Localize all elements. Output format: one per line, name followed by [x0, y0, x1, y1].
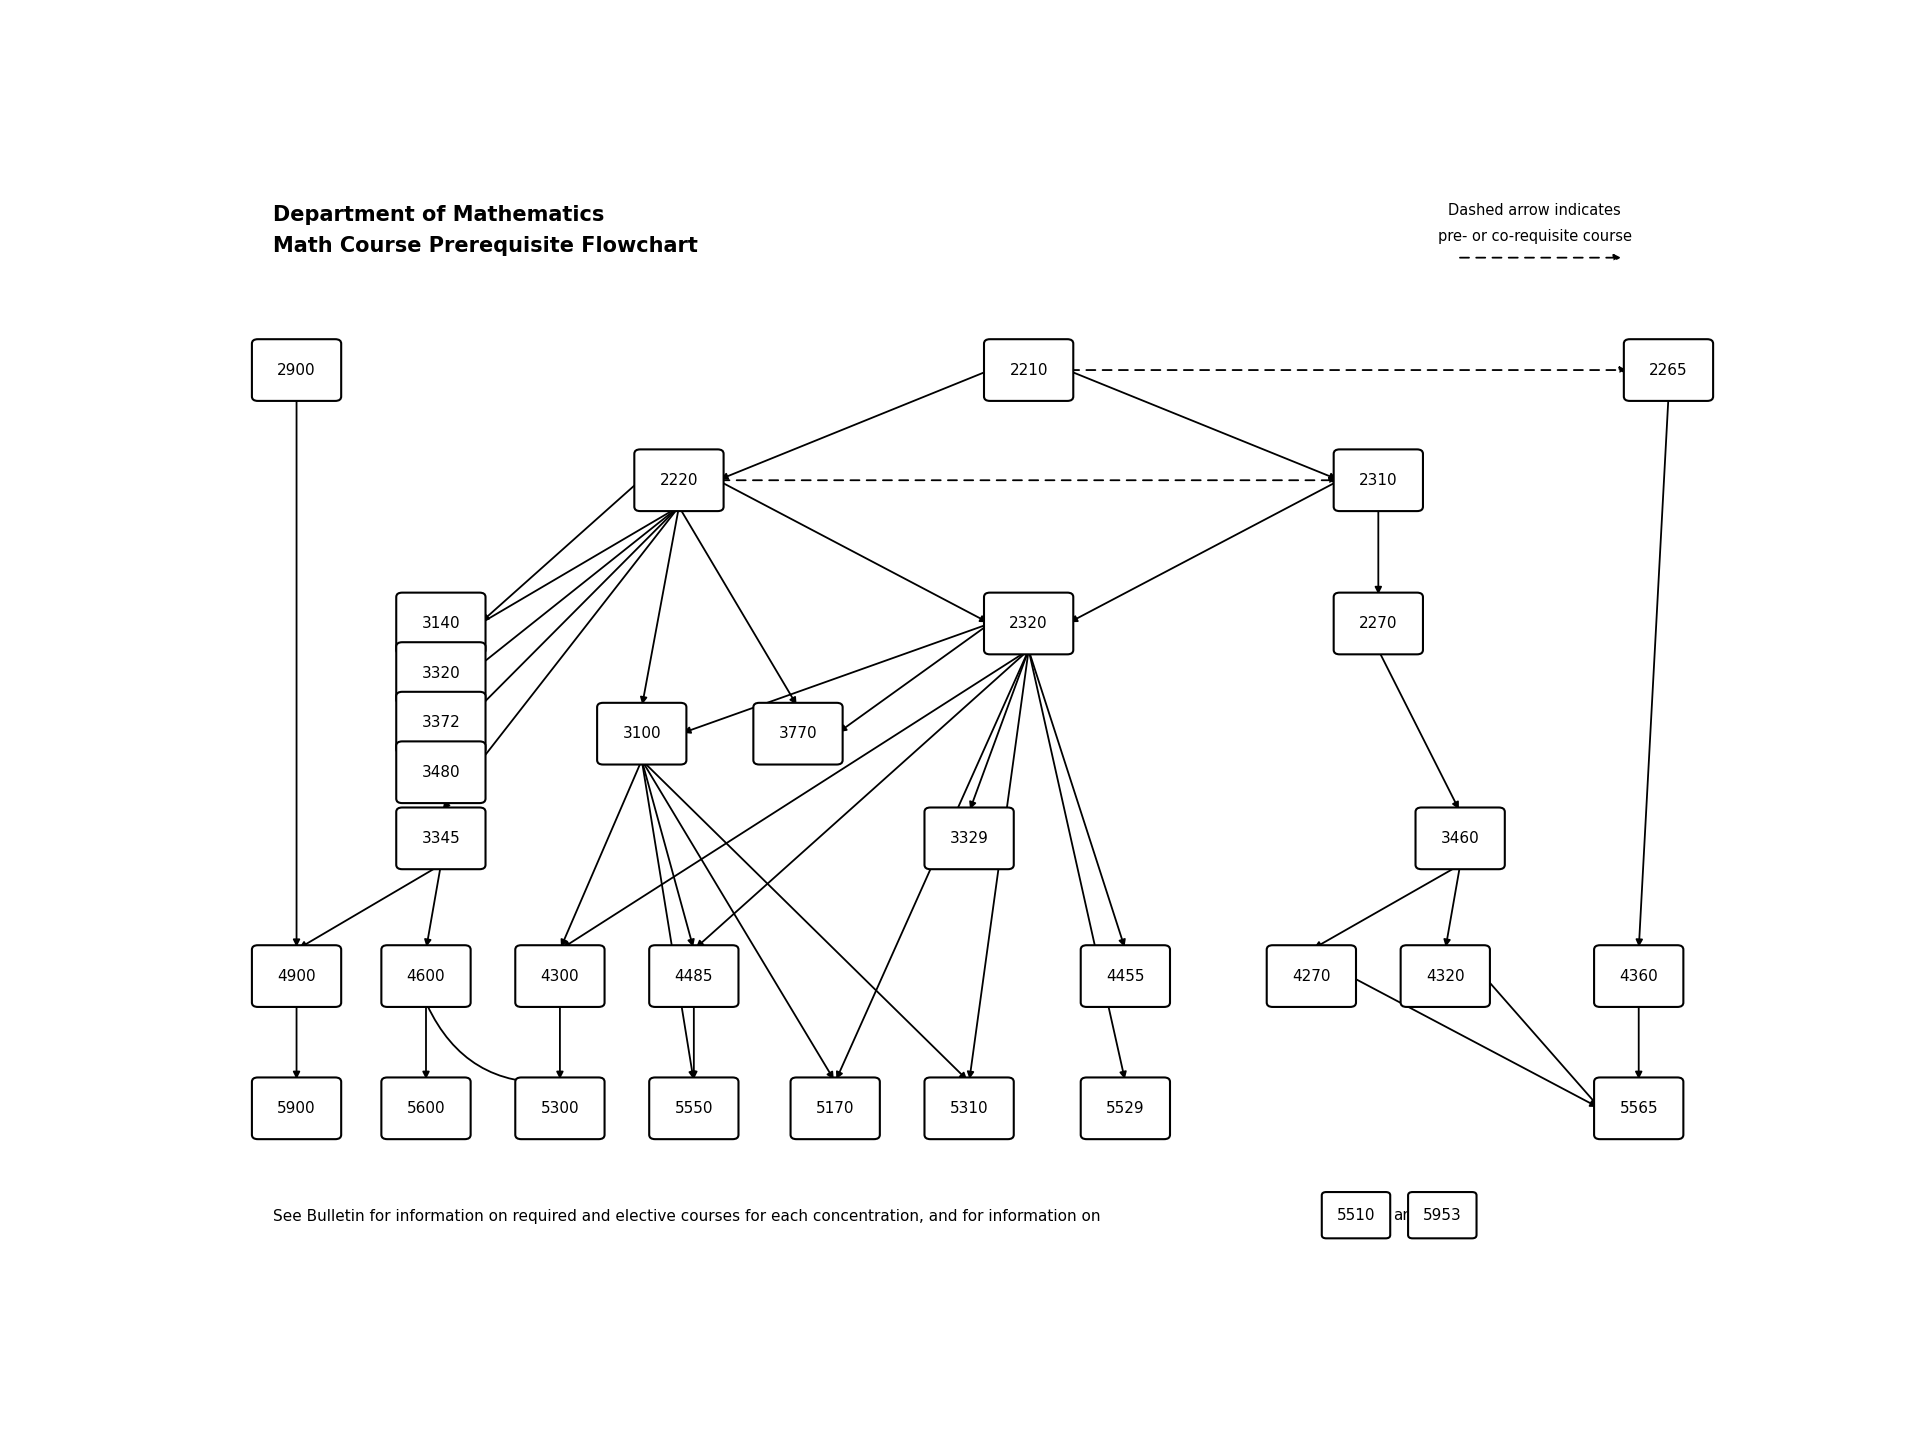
Text: 2310: 2310 — [1359, 472, 1398, 488]
FancyBboxPatch shape — [1321, 1192, 1390, 1238]
FancyBboxPatch shape — [396, 741, 486, 803]
Text: 2210: 2210 — [1010, 362, 1048, 378]
Text: 4485: 4485 — [674, 969, 712, 983]
Text: 2220: 2220 — [660, 472, 699, 488]
Text: 5565: 5565 — [1619, 1100, 1659, 1116]
FancyBboxPatch shape — [1081, 1078, 1169, 1139]
Text: 5510: 5510 — [1336, 1208, 1375, 1222]
FancyBboxPatch shape — [649, 1078, 739, 1139]
FancyBboxPatch shape — [597, 703, 687, 764]
FancyBboxPatch shape — [649, 946, 739, 1007]
Text: Department of Mathematics: Department of Mathematics — [273, 205, 605, 225]
FancyBboxPatch shape — [1624, 339, 1713, 401]
FancyBboxPatch shape — [1594, 946, 1684, 1007]
Text: 3345: 3345 — [422, 831, 461, 846]
Text: 5170: 5170 — [816, 1100, 854, 1116]
FancyBboxPatch shape — [634, 449, 724, 511]
FancyBboxPatch shape — [983, 339, 1073, 401]
Text: 3100: 3100 — [622, 726, 660, 741]
Text: 5300: 5300 — [541, 1100, 580, 1116]
Text: 3140: 3140 — [422, 615, 461, 631]
FancyBboxPatch shape — [1594, 1078, 1684, 1139]
FancyBboxPatch shape — [791, 1078, 879, 1139]
Text: 3329: 3329 — [950, 831, 989, 846]
Text: 4320: 4320 — [1427, 969, 1465, 983]
Text: 5953: 5953 — [1423, 1208, 1461, 1222]
Text: 5900: 5900 — [276, 1100, 317, 1116]
FancyBboxPatch shape — [924, 807, 1014, 869]
FancyBboxPatch shape — [983, 592, 1073, 654]
FancyBboxPatch shape — [924, 1078, 1014, 1139]
Text: 2265: 2265 — [1649, 362, 1688, 378]
Text: 4300: 4300 — [541, 969, 580, 983]
FancyBboxPatch shape — [382, 1078, 470, 1139]
Text: 4360: 4360 — [1619, 969, 1659, 983]
FancyBboxPatch shape — [382, 946, 470, 1007]
FancyBboxPatch shape — [1334, 592, 1423, 654]
FancyBboxPatch shape — [396, 643, 486, 704]
Text: Dashed arrow indicates: Dashed arrow indicates — [1448, 203, 1620, 218]
FancyBboxPatch shape — [396, 691, 486, 754]
FancyBboxPatch shape — [1407, 1192, 1476, 1238]
FancyBboxPatch shape — [1402, 946, 1490, 1007]
Text: 3480: 3480 — [422, 764, 461, 780]
Text: See Bulletin for information on required and elective courses for each concentra: See Bulletin for information on required… — [273, 1209, 1100, 1224]
Text: 2320: 2320 — [1010, 615, 1048, 631]
Text: Math Course Prerequisite Flowchart: Math Course Prerequisite Flowchart — [273, 236, 697, 256]
FancyBboxPatch shape — [396, 807, 486, 869]
Text: pre- or co-requisite course: pre- or co-requisite course — [1438, 229, 1632, 245]
Text: 2270: 2270 — [1359, 615, 1398, 631]
Text: 3770: 3770 — [780, 726, 818, 741]
Text: and: and — [1394, 1208, 1423, 1222]
Text: 5550: 5550 — [674, 1100, 712, 1116]
Text: 5529: 5529 — [1106, 1100, 1144, 1116]
Text: 3460: 3460 — [1440, 831, 1480, 846]
FancyBboxPatch shape — [252, 946, 342, 1007]
FancyBboxPatch shape — [1334, 449, 1423, 511]
FancyBboxPatch shape — [396, 592, 486, 654]
FancyBboxPatch shape — [753, 703, 843, 764]
Text: 5600: 5600 — [407, 1100, 445, 1116]
FancyBboxPatch shape — [515, 946, 605, 1007]
Text: 4270: 4270 — [1292, 969, 1331, 983]
Text: 5310: 5310 — [950, 1100, 989, 1116]
FancyBboxPatch shape — [1415, 807, 1505, 869]
FancyBboxPatch shape — [515, 1078, 605, 1139]
Text: 2900: 2900 — [276, 362, 317, 378]
Text: 3320: 3320 — [422, 665, 461, 681]
Text: 4600: 4600 — [407, 969, 445, 983]
Text: 3372: 3372 — [422, 716, 461, 730]
Text: 4900: 4900 — [276, 969, 317, 983]
FancyBboxPatch shape — [1267, 946, 1356, 1007]
FancyBboxPatch shape — [252, 1078, 342, 1139]
Text: 4455: 4455 — [1106, 969, 1144, 983]
FancyBboxPatch shape — [1081, 946, 1169, 1007]
FancyBboxPatch shape — [252, 339, 342, 401]
